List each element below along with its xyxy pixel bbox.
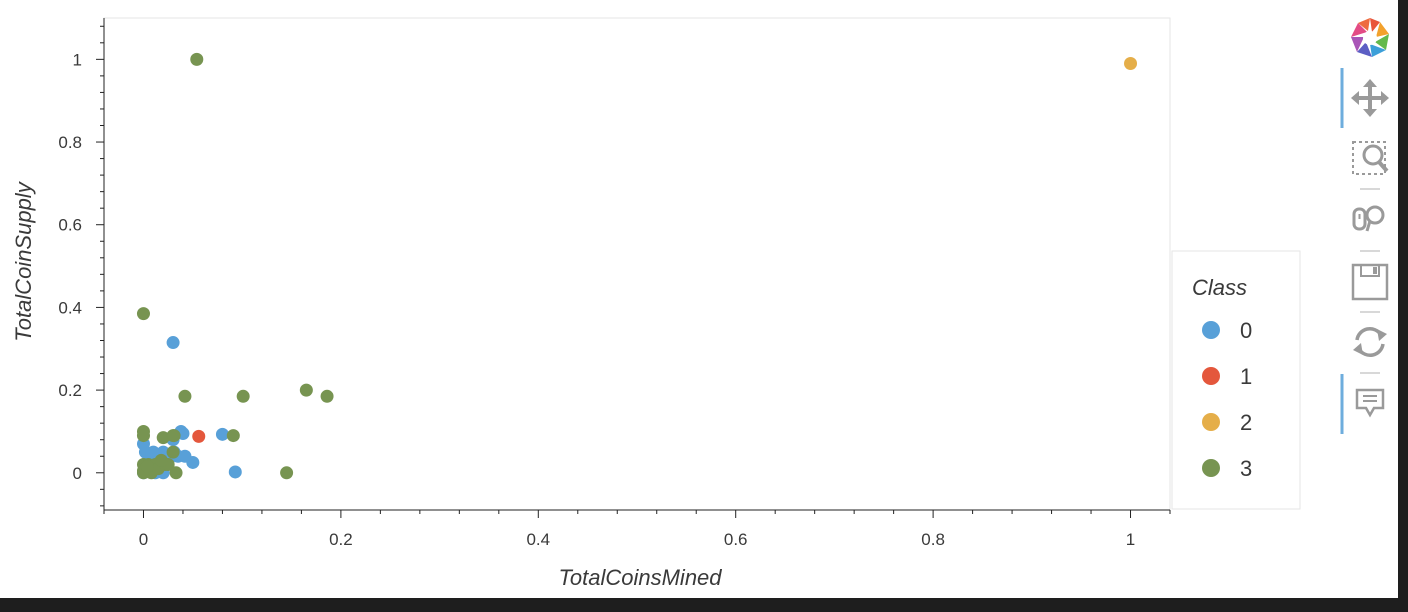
x-axis-title: TotalCoinsMined — [558, 565, 722, 590]
x-tick-label: 0.2 — [329, 530, 353, 549]
data-point-class-3[interactable] — [190, 52, 204, 66]
data-point-class-2[interactable] — [1124, 56, 1138, 70]
data-point-class-3[interactable] — [320, 389, 334, 403]
data-point-class-0[interactable] — [166, 336, 180, 350]
legend-label-class-1[interactable]: 1 — [1240, 364, 1252, 389]
data-point-class-3[interactable] — [236, 389, 250, 403]
window-border-bottom — [0, 598, 1408, 612]
x-tick-label: 0 — [139, 530, 148, 549]
y-axis-ticks: 0 0.2 0.4 0.6 0.8 1 — [58, 25, 104, 507]
data-point-class-3[interactable] — [178, 389, 192, 403]
legend: Class 0 1 2 3 — [1171, 250, 1301, 510]
data-point-class-3[interactable] — [136, 307, 150, 321]
x-tick-label: 0.8 — [921, 530, 945, 549]
box-zoom-icon[interactable] — [1352, 141, 1389, 175]
window-border-right — [1398, 0, 1408, 612]
data-point-class-3[interactable] — [156, 431, 170, 445]
data-point-class-3[interactable] — [154, 453, 168, 467]
scatter-points — [136, 52, 1138, 480]
data-point-class-0[interactable] — [215, 427, 229, 441]
y-axis-title: TotalCoinSupply — [11, 180, 36, 341]
bokeh-logo-icon[interactable] — [1351, 18, 1389, 57]
legend-marker-class-1[interactable] — [1202, 367, 1220, 385]
legend-marker-class-3[interactable] — [1202, 459, 1220, 477]
hover-icon[interactable] — [1355, 388, 1385, 418]
y-tick-label: 0.2 — [58, 381, 82, 400]
legend-items: 0 1 2 3 — [1202, 318, 1252, 481]
legend-marker-class-2[interactable] — [1202, 413, 1220, 431]
x-tick-label: 0.6 — [724, 530, 748, 549]
data-point-class-3[interactable] — [299, 383, 313, 397]
x-tick-label: 1 — [1126, 530, 1135, 549]
data-point-class-3[interactable] — [167, 429, 181, 443]
data-point-class-3[interactable] — [226, 429, 240, 443]
legend-box — [1171, 250, 1301, 510]
save-icon[interactable] — [1351, 263, 1389, 301]
data-point-class-3[interactable] — [140, 460, 154, 474]
y-tick-label: 0.6 — [58, 216, 82, 235]
toolbar — [1340, 18, 1389, 434]
plot-frame[interactable] — [103, 17, 1171, 511]
y-tick-label: 0.4 — [58, 298, 82, 317]
legend-label-class-0[interactable]: 0 — [1240, 318, 1252, 343]
data-point-class-3[interactable] — [169, 466, 183, 480]
data-point-class-1[interactable] — [192, 429, 206, 443]
data-point-class-3[interactable] — [166, 445, 180, 459]
legend-title: Class — [1192, 275, 1247, 300]
legend-label-class-3[interactable]: 3 — [1240, 456, 1252, 481]
pan-icon[interactable] — [1351, 79, 1389, 117]
x-tick-label: 0.4 — [526, 530, 550, 549]
legend-label-class-2[interactable]: 2 — [1240, 410, 1252, 435]
legend-marker-class-0[interactable] — [1202, 321, 1220, 339]
data-point-class-0[interactable] — [228, 465, 242, 479]
data-point-class-3[interactable] — [280, 466, 294, 480]
data-point-class-3[interactable] — [136, 429, 150, 443]
y-tick-label: 0.8 — [58, 133, 82, 152]
wheel-zoom-icon[interactable] — [1352, 205, 1385, 232]
y-tick-label: 0 — [73, 464, 82, 483]
reset-icon[interactable] — [1353, 327, 1387, 357]
y-tick-label: 1 — [73, 50, 82, 69]
data-point-class-0[interactable] — [186, 455, 200, 469]
x-axis-ticks: 0 0.2 0.4 0.6 0.8 1 — [103, 510, 1171, 549]
